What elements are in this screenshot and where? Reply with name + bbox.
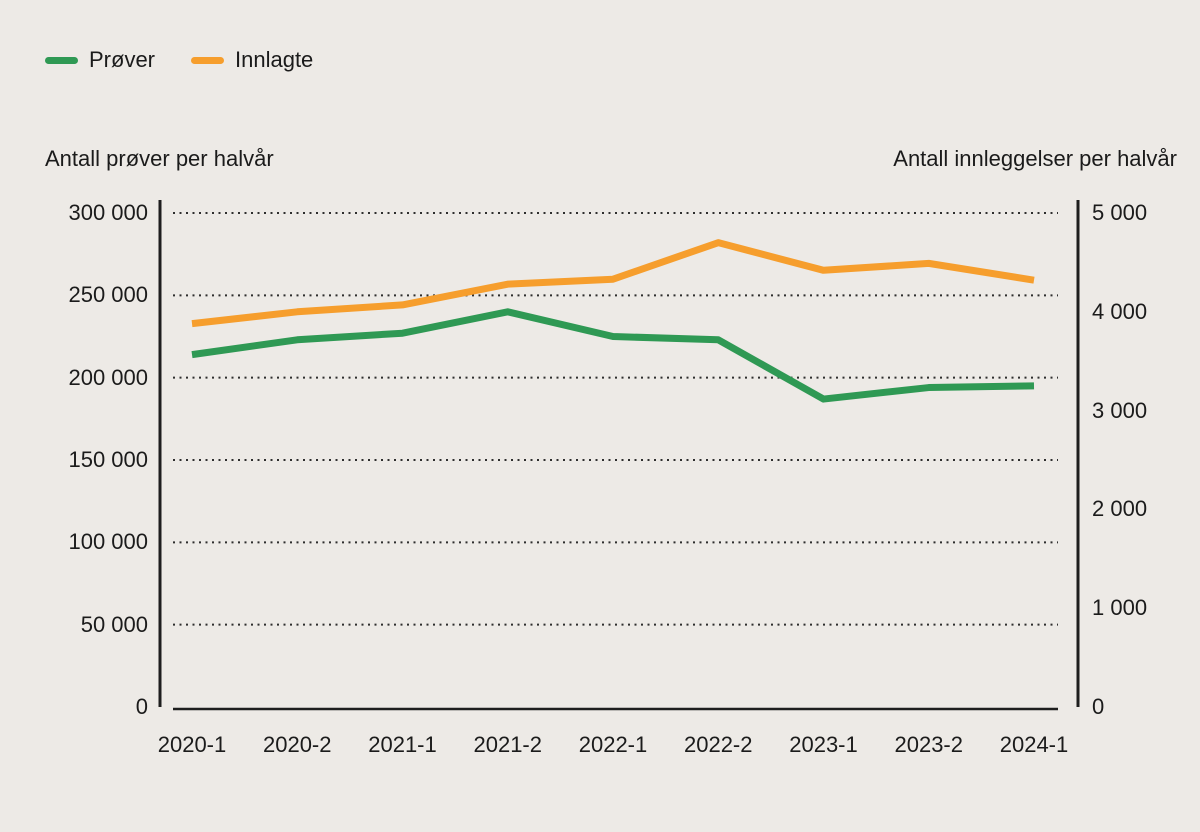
legend-label-innlagte: Innlagte (235, 47, 314, 72)
right-axis-tick-label: 0 (1092, 694, 1105, 719)
x-axis-tick-label: 2021-1 (368, 732, 437, 757)
left-axis-tick-label: 50 000 (80, 611, 148, 637)
x-axis-tick-label: 2020-1 (157, 732, 227, 757)
left-axis-tick-label: 150 000 (68, 447, 148, 472)
right-axis-tick-label: 1 000 (1092, 595, 1148, 621)
right-axis-tick-label: 2 000 (1092, 496, 1148, 522)
x-axis-tick-label: 2020-2 (262, 732, 332, 757)
left-axis-tick-label: 200 000 (68, 364, 148, 390)
x-axis-tick-label: 2022-2 (683, 732, 753, 757)
right-axis-tick-label: 3 000 (1092, 397, 1148, 423)
left-axis-tick-label: 250 000 (68, 282, 148, 308)
innlagte-line (191, 239, 1035, 328)
left-axis-tick-label: 300 000 (68, 200, 148, 225)
right-axis-tick-label: 5 000 (1092, 200, 1148, 225)
legend: Prøver Innlagte (45, 47, 313, 73)
left-axis-tick-label: 100 000 (68, 529, 148, 555)
innlagte-line-swatch-icon (191, 56, 224, 64)
right-axis-title: Antall innleggelser per halvår (893, 146, 1177, 171)
x-axis-tick-label: 2022-1 (578, 732, 648, 757)
prover-line-swatch-icon (45, 56, 78, 64)
left-axis-title: Antall prøver per halvår (45, 146, 274, 171)
pr-ver-line (191, 308, 1035, 403)
x-axis-tick-label: 2023-2 (894, 732, 963, 757)
x-axis-tick-label: 2023-1 (789, 732, 858, 757)
right-axis-tick-label: 4 000 (1092, 298, 1148, 324)
left-axis-tick-label: 0 (135, 694, 148, 719)
x-axis-tick-label: 2024-1 (999, 732, 1069, 757)
legend-item-prover[interactable]: Prøver (45, 47, 155, 73)
x-axis-tick-label: 2021-2 (473, 732, 542, 757)
legend-item-innlagte[interactable]: Innlagte (191, 47, 313, 73)
legend-label-prover: Prøver (89, 47, 155, 72)
